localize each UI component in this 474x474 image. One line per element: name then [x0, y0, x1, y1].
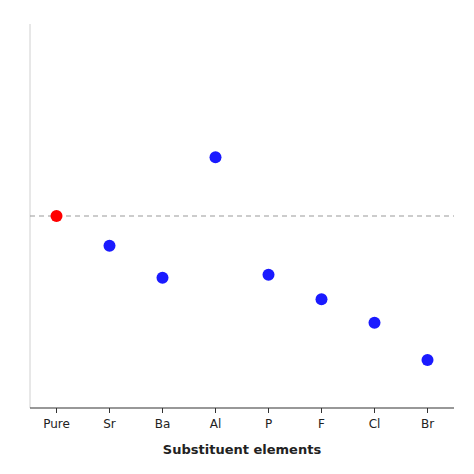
x-tick-label: Pure: [43, 417, 70, 431]
x-tick: [268, 408, 269, 413]
x-tick: [321, 408, 322, 413]
chart-svg: Pure Sr Ba Al P F Cl Br Substituent elements: [0, 0, 474, 474]
data-point: [104, 240, 116, 252]
x-tick: [374, 408, 375, 413]
data-point: [157, 272, 169, 284]
data-point: [422, 354, 434, 366]
x-tick-label: F: [318, 417, 325, 431]
x-tick: [162, 408, 163, 413]
x-tick-label: Sr: [103, 417, 116, 431]
x-tick: [427, 408, 428, 413]
x-tick-label: P: [265, 417, 272, 431]
x-tick: [56, 408, 57, 413]
data-point: [210, 151, 222, 163]
x-axis-label: Substituent elements: [163, 442, 322, 457]
x-tick: [215, 408, 216, 413]
x-tick: [109, 408, 110, 413]
x-tick-label: Cl: [369, 417, 381, 431]
x-tick-label: Ba: [155, 417, 171, 431]
data-point: [369, 317, 381, 329]
plot-area: [30, 151, 454, 366]
reference-line: [30, 216, 454, 217]
data-point: [51, 210, 63, 222]
x-axis-line: [30, 407, 454, 408]
data-point: [316, 293, 328, 305]
x-tick-label: Al: [210, 417, 222, 431]
data-point: [263, 269, 275, 281]
x-tick-label: Br: [421, 417, 434, 431]
chart-container: Pure Sr Ba Al P F Cl Br Substituent elements: [0, 0, 474, 474]
